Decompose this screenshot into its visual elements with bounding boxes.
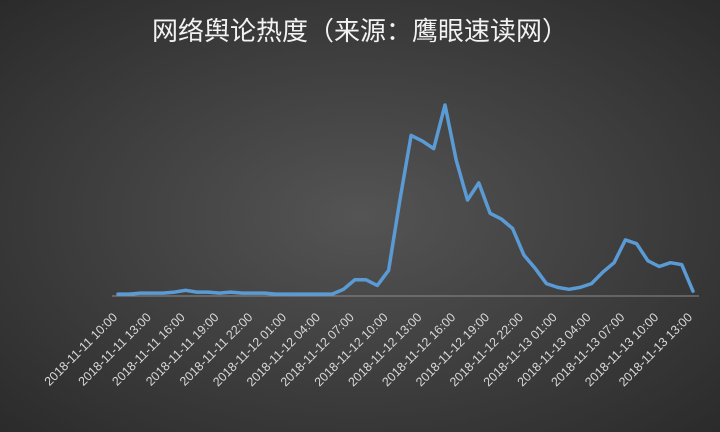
chart-title: 网络舆论热度（来源：鹰眼速读网） [152, 17, 568, 47]
data-line [116, 103, 695, 296]
